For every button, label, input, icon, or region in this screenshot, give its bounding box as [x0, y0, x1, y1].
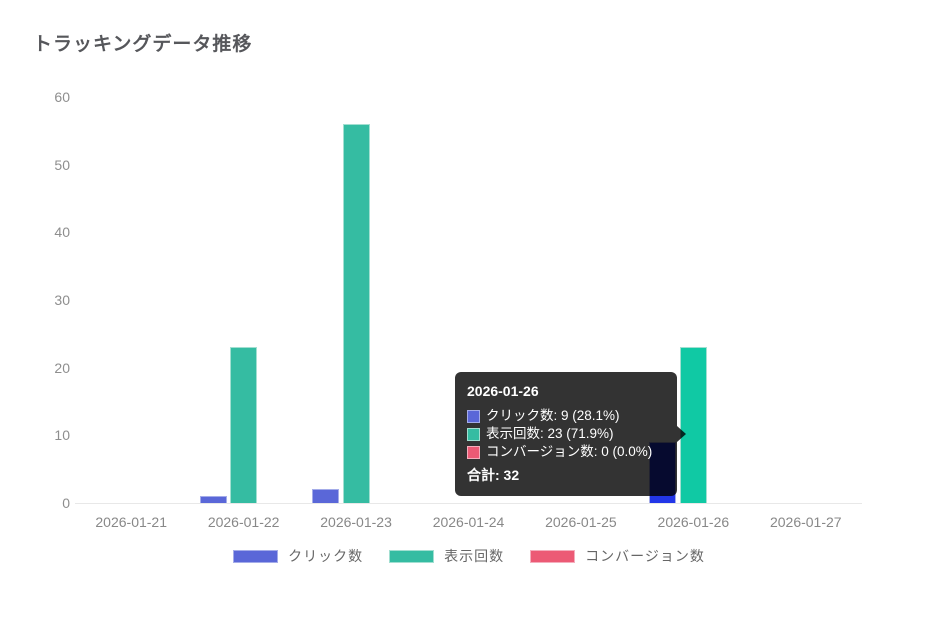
legend-label: クリック数 [288, 548, 364, 564]
chart-legend: クリック数 表示回数 コンバージョン数 [0, 546, 938, 566]
tooltip-row-text: コンバージョン数: 0 (0.0%) [486, 444, 653, 459]
tooltip-series-color-box-icon [467, 427, 480, 441]
legend-item-クリック数[interactable]: クリック数 [233, 546, 363, 566]
tooltip-row: コンバージョン数: 0 (0.0%) [467, 443, 665, 461]
x-axis-label: 2026-01-24 [432, 514, 505, 530]
x-axis-label: 2026-01-25 [545, 514, 617, 530]
x-axis-label: 2026-01-21 [95, 514, 168, 530]
bar-クリック数-2026-01-23[interactable] [312, 489, 340, 503]
chart-title: トラッキングデータ推移 [33, 34, 253, 55]
legend-label: コンバージョン数 [585, 548, 705, 564]
bar-表示回数-2026-01-26[interactable] [679, 347, 707, 503]
tooltip-series-color-box-icon [467, 445, 480, 459]
y-axis-tick: 10 [54, 427, 70, 444]
legend-swatch-icon [233, 549, 279, 563]
bar-クリック数-2026-01-22[interactable] [199, 496, 227, 503]
y-axis-tick: 40 [54, 224, 70, 241]
tooltip-row-text: クリック数: 9 (28.1%) [486, 408, 620, 423]
x-axis-label: 2026-01-23 [320, 514, 392, 530]
x-axis-label: 2026-01-26 [657, 514, 730, 530]
legend-label: 表示回数 [444, 548, 505, 564]
y-axis-tick: 60 [54, 89, 70, 105]
legend-item-表示回数[interactable]: 表示回数 [389, 546, 504, 566]
y-axis-tick: 20 [54, 359, 70, 376]
bar-表示回数-2026-01-23[interactable] [342, 124, 370, 503]
chart-tooltip: 2026-01-26 クリック数: 9 (28.1%) 表示回数: 23 (71.… [455, 372, 686, 496]
tooltip-caret-icon [677, 426, 686, 442]
tooltip-total: 合計: 32 [467, 467, 520, 483]
legend-swatch-icon [389, 549, 435, 563]
tooltip-date-title: 2026-01-26 [467, 383, 539, 399]
y-axis-tick: 50 [54, 156, 70, 173]
tooltip-row-text: 表示回数: 23 (71.9%) [486, 426, 614, 441]
tooltip-row: 表示回数: 23 (71.9%) [467, 425, 665, 443]
x-axis-baseline [75, 503, 862, 504]
legend-item-コンバージョン数[interactable]: コンバージョン数 [530, 546, 705, 566]
y-axis-tick: 30 [54, 292, 70, 308]
bar-表示回数-2026-01-22[interactable] [230, 347, 258, 503]
x-axis-label: 2026-01-22 [207, 514, 280, 530]
x-axis-label: 2026-01-27 [769, 514, 842, 530]
legend-swatch-icon [530, 549, 576, 563]
tooltip-series-color-box-icon [467, 409, 480, 423]
tooltip-rows: クリック数: 9 (28.1%) 表示回数: 23 (71.9%) コンバージョン数… [467, 407, 665, 461]
tooltip-row: クリック数: 9 (28.1%) [467, 407, 665, 425]
y-axis-tick: 0 [62, 495, 70, 511]
